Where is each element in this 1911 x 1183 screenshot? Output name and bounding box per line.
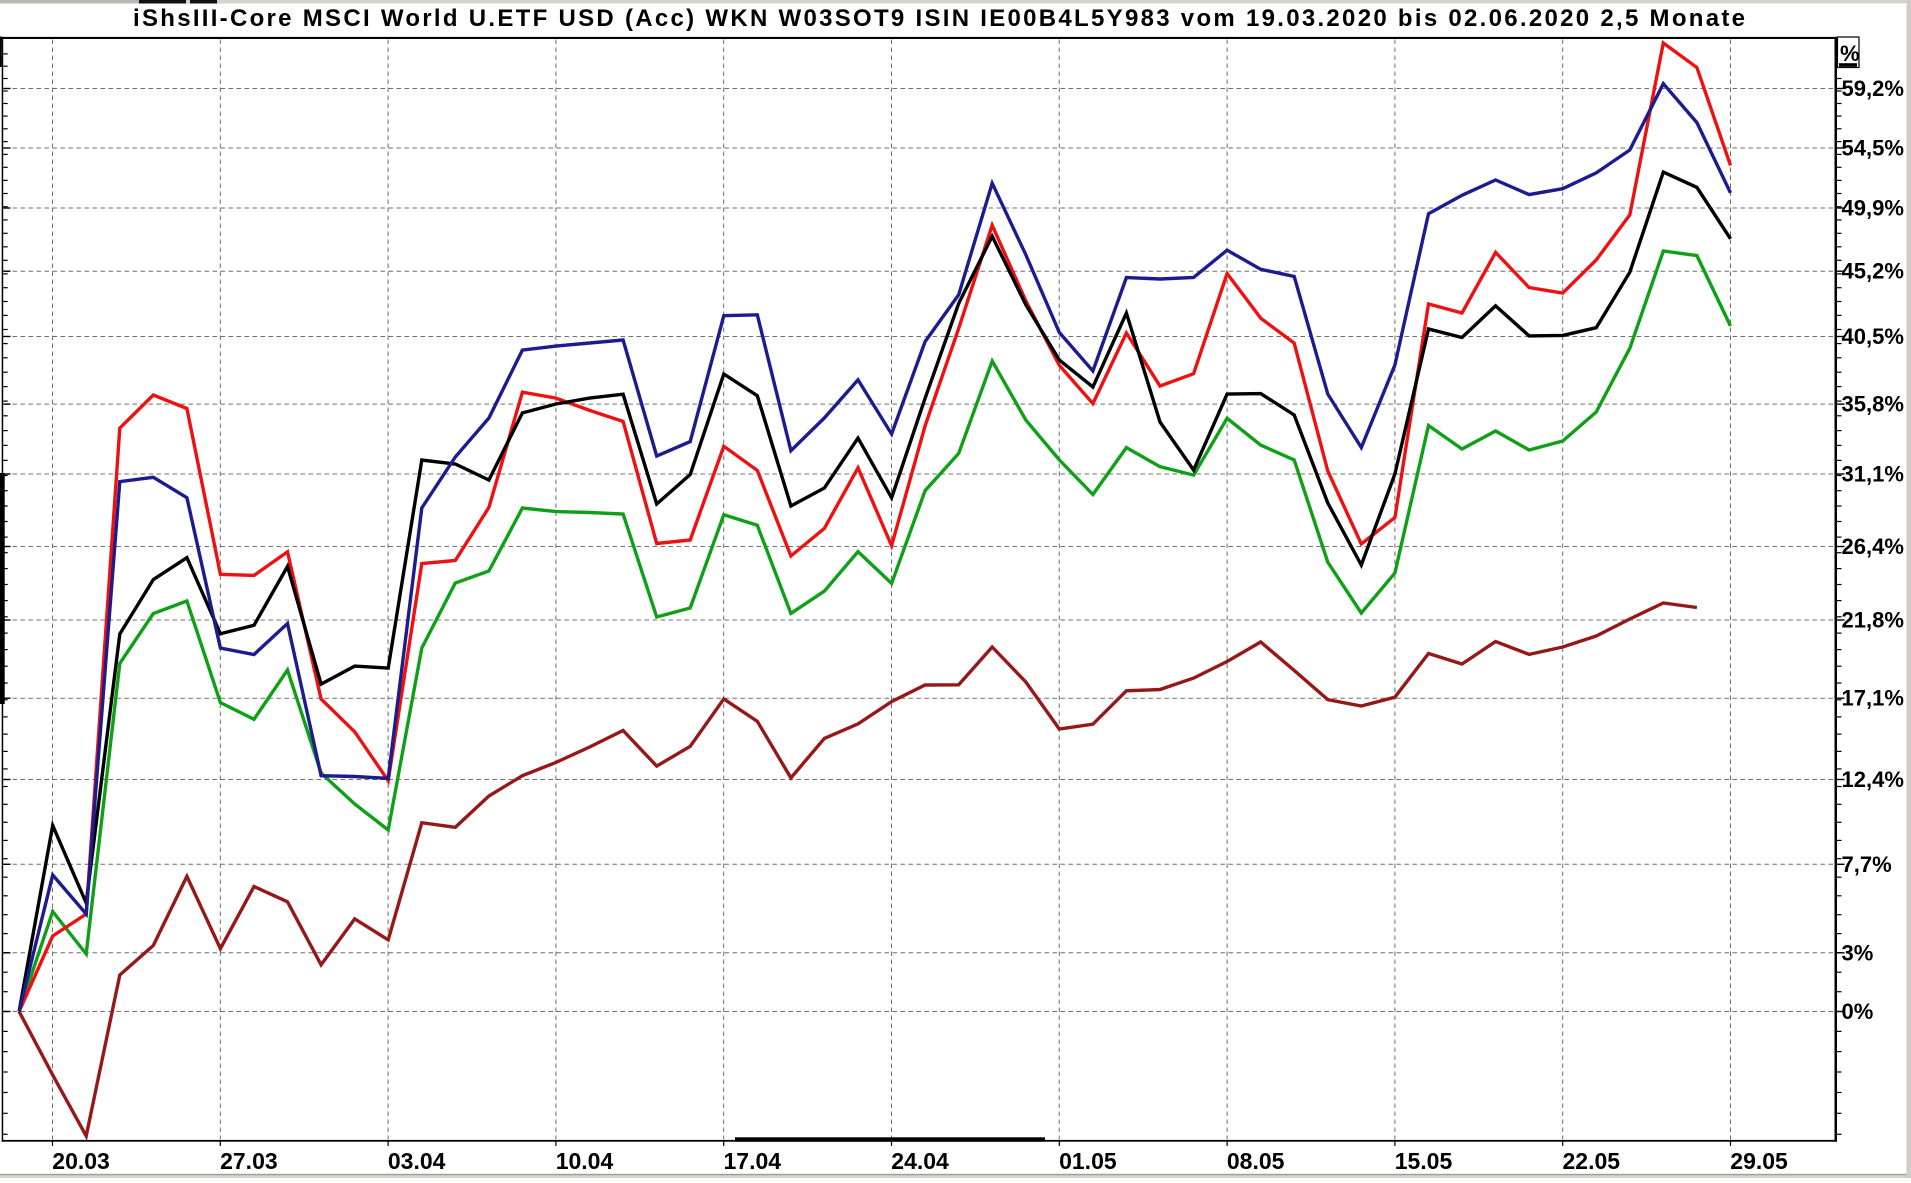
svg-text:26,4%: 26,4% [1842, 534, 1904, 559]
svg-text:03.04: 03.04 [388, 1148, 446, 1174]
svg-text:24.04: 24.04 [891, 1148, 949, 1174]
svg-text:40,5%: 40,5% [1842, 324, 1904, 349]
svg-text:59,2%: 59,2% [1842, 76, 1904, 101]
svg-text:22.05: 22.05 [1563, 1148, 1621, 1174]
svg-text:17.04: 17.04 [724, 1148, 782, 1174]
svg-text:%: % [1840, 41, 1860, 66]
svg-text:17,1%: 17,1% [1842, 686, 1904, 711]
svg-text:08.05: 08.05 [1227, 1148, 1285, 1174]
svg-text:29.05: 29.05 [1730, 1148, 1788, 1174]
svg-text:12,4%: 12,4% [1842, 767, 1904, 792]
svg-text:01.05: 01.05 [1059, 1148, 1117, 1174]
svg-text:54,5%: 54,5% [1842, 136, 1904, 161]
svg-text:3%: 3% [1842, 940, 1874, 965]
svg-text:31,1%: 31,1% [1842, 462, 1904, 487]
svg-text:49,9%: 49,9% [1842, 196, 1904, 221]
svg-text:10.04: 10.04 [556, 1148, 614, 1174]
svg-text:45,2%: 45,2% [1842, 259, 1904, 284]
svg-text:21,8%: 21,8% [1842, 608, 1904, 633]
svg-text:35,8%: 35,8% [1842, 392, 1904, 417]
svg-text:20.03: 20.03 [52, 1148, 110, 1174]
svg-text:0%: 0% [1842, 999, 1874, 1024]
svg-text:27.03: 27.03 [220, 1148, 278, 1174]
svg-text:7,7%: 7,7% [1842, 852, 1892, 877]
svg-text:15.05: 15.05 [1395, 1148, 1453, 1174]
